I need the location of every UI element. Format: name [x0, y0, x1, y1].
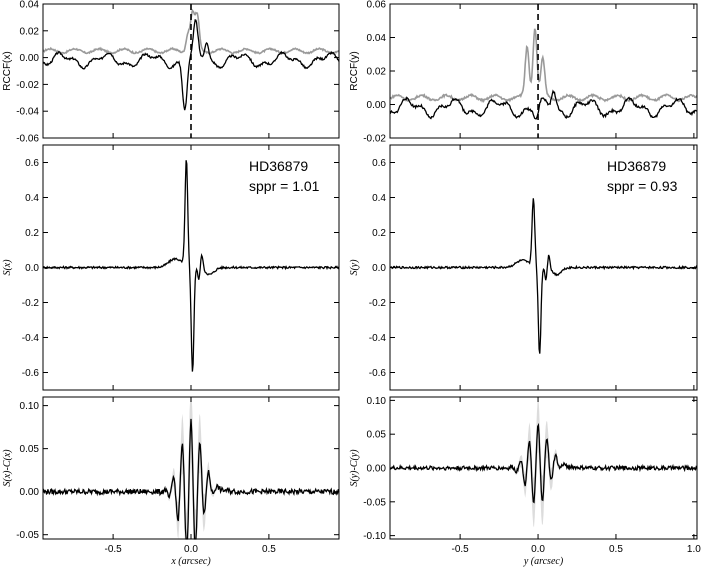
panel-y_S: -0.6 -0.4 -0.2 0.0 0.2 0.4 0.6 S(y) HD36879 sppr … [349, 144, 698, 391]
y-tick-label: -0.06 [16, 134, 39, 145]
y-tick-label: 0.04 [20, 0, 40, 11]
y-tick-label: 0.02 [20, 26, 40, 37]
x-tick-label: 0.0 [531, 544, 545, 555]
star-name-label: HD36879 [249, 158, 308, 174]
panel-x_SC: -0.05 0.00 0.05 0.10 -0.5 0.0 0.5 S(x)-C(x) x (a… [2, 396, 340, 567]
y-tick-label: -0.04 [16, 107, 39, 118]
y-tick-label: -0.02 [16, 80, 39, 91]
x-axis-label: y (arcsec) [523, 556, 564, 567]
series-line-0 [389, 198, 698, 354]
y-tick-label: 0.4 [25, 193, 39, 204]
y-tick-label: -0.4 [369, 333, 387, 344]
y-tick-label: 0.05 [20, 444, 40, 455]
y-tick-label: -0.4 [22, 333, 40, 344]
y-tick-label: -0.2 [22, 298, 40, 309]
sppr-label: sppr = 0.93 [607, 178, 678, 194]
y-tick-label: 0.0 [25, 263, 39, 274]
y-tick-label: -0.6 [22, 368, 40, 379]
y-tick-label: -0.05 [16, 530, 39, 541]
y-tick-label: 0.4 [372, 193, 386, 204]
x-tick-label: 1.0 [687, 544, 701, 555]
series-line-0 [389, 422, 698, 504]
x-tick-label: -0.5 [452, 544, 470, 555]
x-tick-label: 0.5 [262, 544, 276, 555]
y-tick-label: 0.10 [367, 396, 387, 407]
y-tick-label: -0.6 [369, 368, 387, 379]
sppr-label: sppr = 1.01 [249, 178, 320, 194]
y-tick-label: -0.10 [363, 531, 386, 542]
series-line-0 [389, 28, 698, 103]
y-tick-label: 0.05 [367, 430, 387, 441]
error-band [390, 398, 697, 528]
y-tick-label: 0.00 [367, 100, 387, 111]
y-tick-label: 0.6 [372, 158, 386, 169]
x-tick-label: 0.0 [184, 544, 198, 555]
x-tick-label: -0.5 [104, 544, 122, 555]
y-tick-label: 0.06 [367, 0, 387, 11]
y-tick-label: 0.6 [25, 158, 39, 169]
series-line-1 [42, 18, 340, 111]
panel-x_rccf: -0.06 -0.04 -0.02 0.00 0.02 0.04 RCCF(x) [2, 0, 340, 145]
y-axis-label: S(x)-C(x) [2, 449, 13, 487]
y-tick-label: -0.02 [363, 134, 386, 145]
y-axis-label: RCCF(y) [349, 51, 360, 90]
plot-frame [389, 3, 698, 139]
panel-y_SC: -0.10 -0.05 0.00 0.05 0.10 -0.5 0.0 0.5 1.0 S(y)-… [349, 396, 701, 567]
x-tick-label: 0.5 [609, 544, 623, 555]
x-axis-label: x (arcsec) [170, 556, 211, 567]
series-line-0 [42, 418, 340, 540]
y-axis-label: S(y)-C(y) [349, 449, 360, 487]
y-axis-label: S(y) [349, 259, 360, 276]
y-tick-label: 0.00 [367, 464, 387, 475]
series-line-0 [42, 160, 340, 372]
y-tick-label: 0.02 [367, 67, 387, 78]
y-tick-label: 0.04 [367, 33, 387, 44]
y-tick-label: 0.2 [25, 228, 39, 239]
y-axis-label: S(x) [2, 259, 13, 276]
panel-y_rccf: -0.02 0.00 0.02 0.04 0.06 RCCF(y) [349, 0, 698, 145]
y-tick-label: 0.00 [20, 487, 40, 498]
y-tick-label: 0.0 [372, 263, 386, 274]
star-name-label: HD36879 [607, 158, 666, 174]
y-tick-label: 0.10 [20, 401, 40, 412]
y-tick-label: 0.00 [20, 53, 40, 64]
y-tick-label: 0.2 [372, 228, 386, 239]
panel-x_S: -0.6 -0.4 -0.2 0.0 0.2 0.4 0.6 S(x) HD36879 sppr … [2, 144, 340, 391]
error-band [43, 397, 339, 539]
y-axis-label: RCCF(x) [2, 51, 13, 90]
y-tick-label: -0.05 [363, 497, 386, 508]
y-tick-label: -0.2 [369, 298, 387, 309]
series-line-1 [389, 89, 698, 120]
